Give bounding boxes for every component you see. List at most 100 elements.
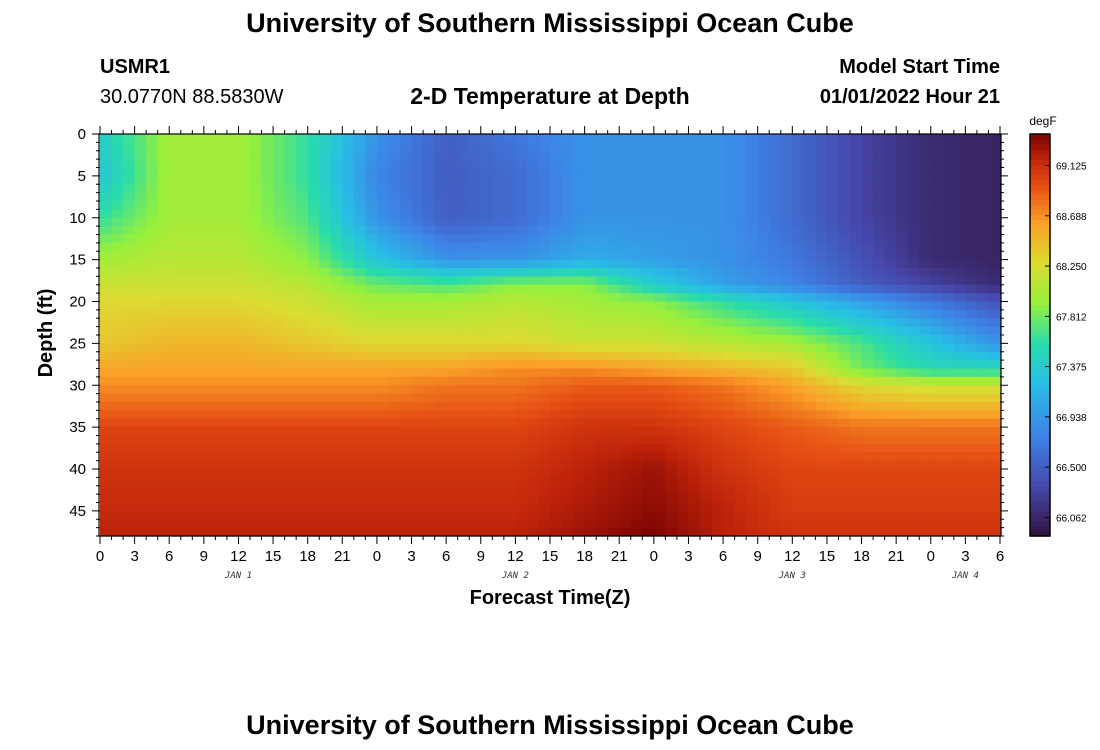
- heatmap-cell: [873, 217, 886, 227]
- heatmap-cell: [619, 335, 632, 344]
- heatmap-cell: [584, 175, 597, 185]
- heatmap-cell: [273, 318, 286, 328]
- heatmap-cell: [653, 167, 666, 177]
- heatmap-cell: [584, 477, 597, 487]
- heatmap-cell: [111, 469, 124, 478]
- heatmap-cell: [803, 402, 816, 411]
- heatmap-cell: [700, 284, 713, 294]
- heatmap-cell: [976, 502, 990, 512]
- heatmap-cell: [550, 335, 563, 344]
- heatmap-cell: [861, 360, 874, 370]
- heatmap-cell: [180, 326, 193, 336]
- heatmap-cell: [469, 343, 482, 353]
- heatmap-cell: [353, 494, 366, 504]
- heatmap-cell: [457, 259, 470, 269]
- heatmap-cell: [573, 167, 586, 177]
- heatmap-cell: [423, 351, 436, 361]
- colorbar-swatch: [1030, 204, 1050, 210]
- heatmap-cell: [538, 268, 551, 277]
- heatmap-cell: [434, 259, 447, 269]
- heatmap-cell: [723, 259, 736, 269]
- heatmap-cell: [492, 477, 505, 487]
- heatmap-cell: [723, 309, 736, 319]
- heatmap-cell: [815, 360, 828, 370]
- heatmap-cell: [365, 159, 378, 169]
- heatmap-cell: [388, 276, 401, 286]
- heatmap-cell: [688, 150, 701, 160]
- heatmap-cell: [400, 167, 413, 177]
- heatmap-cell: [365, 268, 378, 277]
- heatmap-cell: [896, 335, 909, 344]
- heatmap-cell: [157, 460, 170, 470]
- heatmap-cell: [584, 318, 597, 328]
- heatmap-cell: [261, 519, 274, 529]
- heatmap-cell: [792, 192, 805, 202]
- heatmap-cell: [365, 309, 378, 319]
- heatmap-cell: [503, 268, 516, 277]
- heatmap-cell: [296, 284, 309, 294]
- heatmap-cell: [700, 268, 713, 277]
- heatmap-cell: [815, 201, 828, 210]
- heatmap-cell: [803, 201, 816, 210]
- heatmap-cell: [180, 318, 193, 328]
- heatmap-cell: [273, 343, 286, 353]
- heatmap-cell: [988, 284, 1001, 294]
- heatmap-cell: [826, 527, 840, 537]
- heatmap-cell: [400, 134, 413, 143]
- heatmap-cell: [238, 494, 251, 504]
- heatmap-cell: [457, 276, 470, 286]
- heatmap-cell: [319, 150, 332, 160]
- heatmap-cell: [319, 268, 332, 277]
- heatmap-cell: [803, 485, 816, 495]
- heatmap-cell: [180, 268, 193, 277]
- heatmap-cell: [238, 393, 251, 403]
- heatmap-cell: [907, 276, 920, 286]
- heatmap-cell: [953, 226, 966, 236]
- heatmap-cell: [365, 418, 378, 428]
- heatmap-cell: [803, 209, 816, 219]
- heatmap-cell: [238, 318, 251, 328]
- heatmap-cell: [676, 351, 690, 361]
- heatmap-cell: [203, 527, 216, 537]
- heatmap-cell: [919, 435, 932, 445]
- heatmap-cell: [942, 527, 955, 537]
- heatmap-cell: [515, 318, 528, 328]
- colorbar-swatch: [1030, 465, 1050, 472]
- heatmap-cell: [342, 184, 355, 194]
- heatmap-cell: [226, 485, 240, 495]
- heatmap-cell: [642, 301, 655, 311]
- heatmap-cell: [100, 452, 113, 462]
- heatmap-cell: [480, 175, 493, 185]
- heatmap-cell: [942, 209, 955, 219]
- heatmap-cell: [792, 452, 805, 462]
- heatmap-cell: [919, 335, 932, 344]
- heatmap-cell: [180, 242, 193, 252]
- heatmap-cell: [492, 460, 505, 470]
- colorbar-swatch: [1030, 435, 1050, 442]
- heatmap-cell: [480, 335, 493, 344]
- heatmap-cell: [192, 494, 205, 504]
- heatmap-cell: [480, 226, 493, 236]
- heatmap-cell: [538, 393, 551, 403]
- heatmap-cell: [376, 502, 390, 512]
- heatmap-cell: [411, 477, 424, 487]
- heatmap-cell: [111, 402, 124, 411]
- heatmap-cell: [330, 402, 343, 411]
- heatmap-cell: [365, 510, 378, 520]
- heatmap-cell: [780, 477, 793, 487]
- heatmap-cell: [711, 393, 724, 403]
- heatmap-cell: [192, 251, 205, 261]
- heatmap-cell: [884, 318, 897, 328]
- heatmap-cell: [792, 234, 805, 244]
- heatmap-cell: [573, 494, 586, 504]
- heatmap-cell: [365, 351, 378, 361]
- heatmap-cell: [388, 335, 401, 344]
- heatmap-cell: [411, 301, 424, 311]
- heatmap-cell: [400, 418, 413, 428]
- heatmap-cell: [273, 226, 286, 236]
- heatmap-cell: [988, 134, 1001, 143]
- heatmap-cell: [815, 376, 828, 386]
- heatmap-cell: [365, 150, 378, 160]
- heatmap-cell: [815, 452, 828, 462]
- heatmap-cell: [607, 209, 620, 219]
